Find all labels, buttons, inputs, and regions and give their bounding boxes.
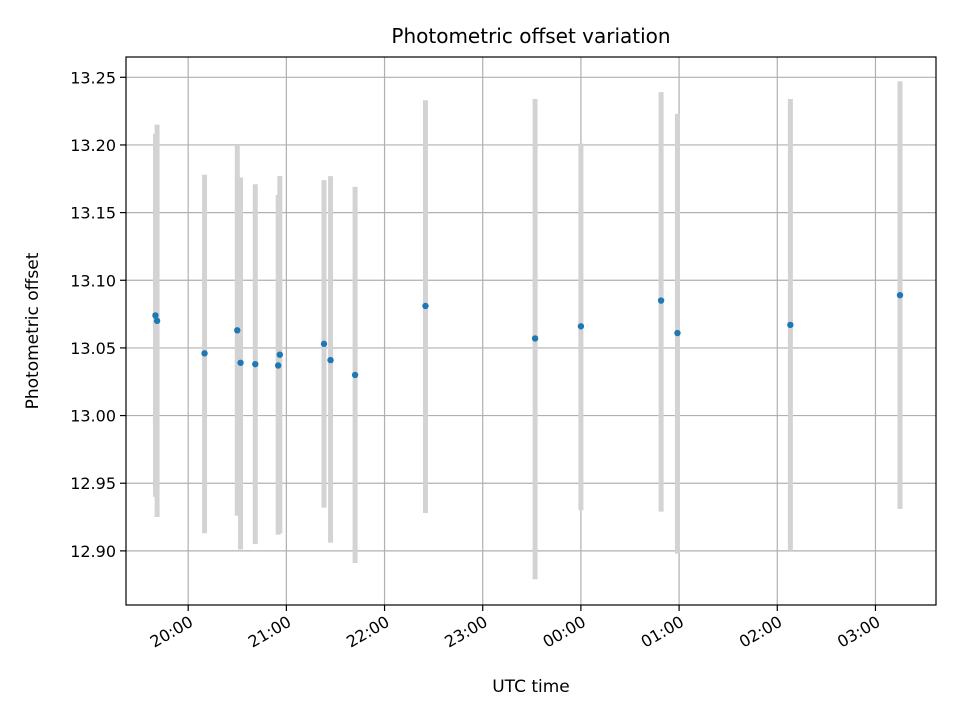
- x-axis-label: UTC time: [492, 677, 570, 697]
- data-point: [152, 312, 159, 319]
- data-point: [320, 340, 328, 348]
- y-tick-label: 13.05: [70, 339, 116, 358]
- y-tick-label: 12.95: [70, 474, 116, 493]
- x-tick-label: 23:00: [441, 612, 490, 652]
- data-point: [896, 291, 904, 299]
- data-point: [276, 351, 284, 358]
- data-point: [274, 362, 282, 369]
- x-tick-label: 20:00: [147, 612, 196, 652]
- data-point: [787, 321, 794, 329]
- x-tick-label: 01:00: [638, 612, 687, 652]
- x-tick-label: 03:00: [834, 612, 883, 652]
- point-layer: [152, 291, 904, 379]
- data-point: [234, 327, 241, 334]
- tick-layer: 12.90 12.95 13.00 13.05 13.10 13.15 13.20 13.25…: [70, 68, 883, 651]
- x-tick-label: 22:00: [343, 612, 392, 652]
- grid-layer: [126, 57, 936, 605]
- y-tick-label: 12.90: [70, 542, 116, 561]
- y-tick-label: 13.25: [70, 68, 116, 87]
- y-axis-label: Photometric offset: [23, 252, 43, 409]
- data-point: [577, 323, 585, 330]
- data-point: [674, 329, 681, 337]
- data-point: [153, 317, 161, 325]
- y-tick-label: 13.20: [70, 136, 116, 155]
- y-tick-label: 13.15: [70, 204, 116, 223]
- x-tick-label: 02:00: [736, 612, 785, 652]
- x-tick-label: 00:00: [539, 612, 588, 652]
- chart-title: Photometric offset variation: [391, 24, 670, 48]
- y-tick-label: 13.10: [70, 271, 116, 290]
- data-point: [657, 297, 665, 304]
- data-point: [252, 360, 259, 368]
- plot-frame: [125, 56, 937, 606]
- x-tick-label: 21:00: [245, 612, 294, 652]
- y-tick-label: 13.00: [70, 407, 116, 426]
- data-point: [422, 302, 429, 310]
- data-point: [531, 335, 539, 342]
- errorbar-layer: [152, 81, 903, 580]
- data-point: [327, 356, 334, 364]
- data-point: [201, 350, 208, 357]
- data-point: [351, 371, 359, 379]
- data-point: [237, 359, 244, 366]
